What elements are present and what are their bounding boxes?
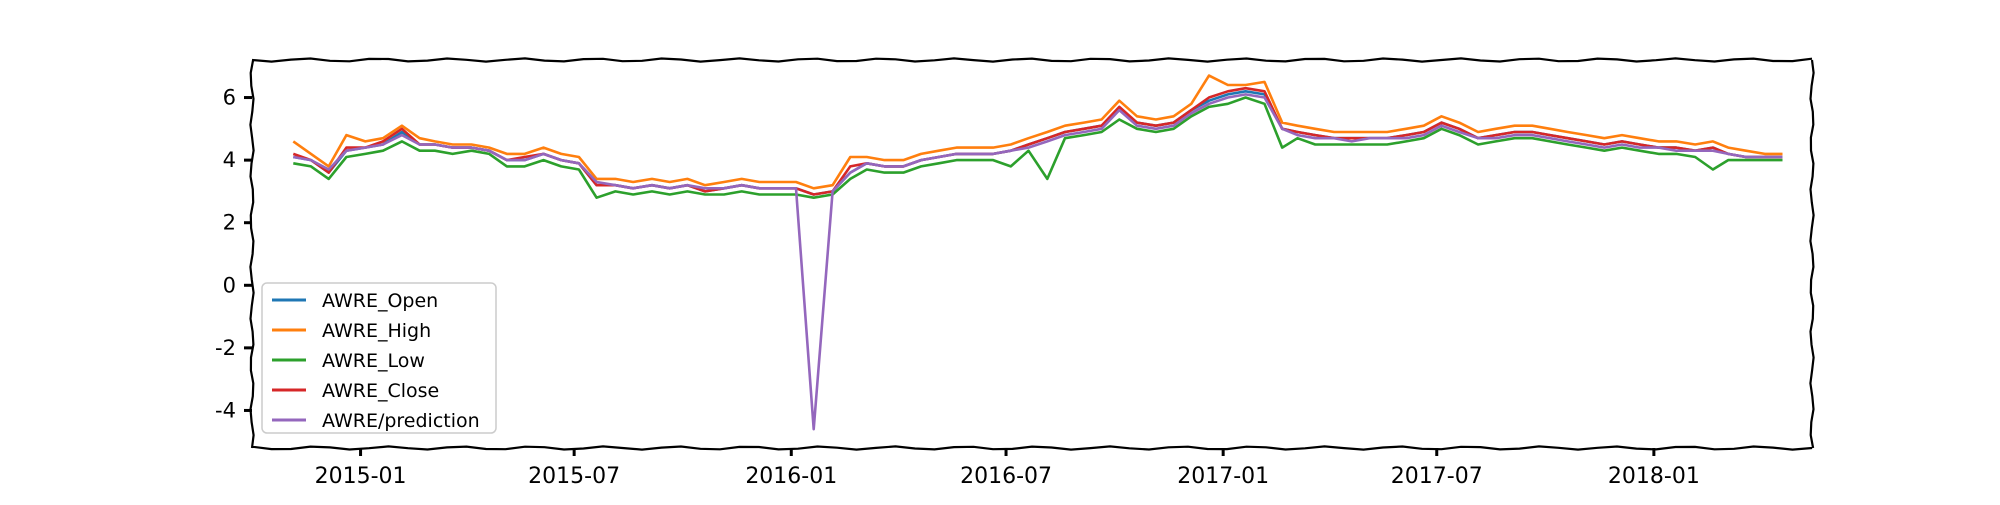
x-tick-label: 2015-07 — [528, 464, 620, 489]
series-line-awre-close — [292, 86, 1783, 196]
y-tick-label: -4 — [215, 398, 236, 422]
x-tick-label: 2017-07 — [1391, 464, 1483, 489]
legend-label: AWRE_Low — [322, 350, 425, 372]
legend-box — [261, 282, 497, 434]
x-tick-label: 2018-01 — [1608, 464, 1700, 489]
x-tick-label: 2016-01 — [745, 464, 837, 489]
series-line-awre-high — [292, 74, 1783, 190]
y-tick-label: 0 — [223, 273, 236, 297]
legend-label: AWRE_High — [322, 320, 431, 342]
legend-label: AWRE_Close — [322, 380, 439, 402]
series-line-awre-prediction — [293, 93, 1783, 431]
y-tick-label: 6 — [223, 86, 236, 110]
y-tick-label: -2 — [215, 336, 236, 360]
legend-label: AWRE_Open — [322, 290, 438, 312]
x-tick-label: 2017-01 — [1177, 464, 1269, 489]
x-tick-label: 2016-07 — [960, 464, 1052, 489]
series-layer — [292, 74, 1783, 431]
x-axis: 2015-01 2015-07 2016-01 2016-07 2017-01 2017-… — [315, 448, 1700, 489]
y-tick-label: 4 — [223, 148, 236, 172]
series-line-awre-low — [293, 96, 1783, 199]
y-tick-label: 2 — [223, 211, 236, 235]
x-tick-label: 2015-01 — [315, 464, 407, 489]
y-axis: 6 4 2 0 -2 -4 — [215, 86, 252, 422]
legend-label: AWRE/prediction — [322, 410, 480, 432]
legend: AWRE_Open AWRE_High AWRE_Low AWRE_Close AWRE… — [261, 282, 497, 434]
plot-frame — [249, 57, 1815, 451]
